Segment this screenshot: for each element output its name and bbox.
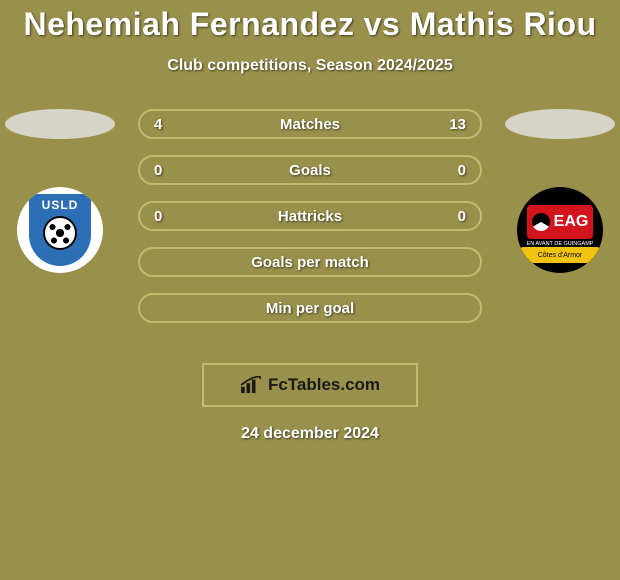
usld-badge-text: USLD — [42, 198, 79, 212]
stat-left-value: 0 — [154, 208, 162, 225]
triskelion-icon — [532, 213, 550, 231]
stat-left-value: 0 — [154, 162, 162, 179]
stat-label: Min per goal — [266, 300, 354, 317]
stat-right-value: 13 — [449, 116, 466, 133]
subtitle: Club competitions, Season 2024/2025 — [0, 57, 620, 75]
stat-bar: 4 Matches 13 — [138, 109, 482, 139]
soccer-ball-icon — [43, 216, 77, 250]
stat-right-value: 0 — [458, 162, 466, 179]
stat-bar: 0 Goals 0 — [138, 155, 482, 185]
eag-acronym: EAG — [554, 213, 589, 231]
stat-bars: 4 Matches 13 0 Goals 0 0 Hattricks 0 Goals per ma… — [138, 109, 482, 323]
right-player-photo — [505, 109, 615, 139]
stat-left-value: 4 — [154, 116, 162, 133]
chart-icon — [240, 376, 262, 394]
stat-label: Matches — [280, 116, 340, 133]
stat-label: Goals per match — [251, 254, 369, 271]
eag-band-text: Côtes d'Armor — [538, 252, 583, 259]
usld-shield-icon: USLD — [29, 194, 91, 266]
date: 24 december 2024 — [0, 425, 620, 443]
eag-badge-icon: EAG EN AVANT DE GUINGAMP Côtes d'Armor — [517, 187, 603, 273]
stat-bar: Min per goal — [138, 293, 482, 323]
stat-label: Goals — [289, 162, 331, 179]
stat-bar: Goals per match — [138, 247, 482, 277]
content-area: USLD EAG EN AVANT DE GUINGAMP Côtes d'Ar… — [0, 109, 620, 339]
left-player-photo — [5, 109, 115, 139]
eag-band: Côtes d'Armor — [520, 247, 600, 263]
right-player-column: EAG EN AVANT DE GUINGAMP Côtes d'Armor — [500, 109, 620, 273]
comparison-infographic: Nehemiah Fernandez vs Mathis Riou Club c… — [0, 0, 620, 580]
left-club-badge: USLD — [17, 187, 103, 273]
left-player-column: USLD — [0, 109, 120, 273]
page-title: Nehemiah Fernandez vs Mathis Riou — [0, 0, 620, 43]
stat-right-value: 0 — [458, 208, 466, 225]
stat-bar: 0 Hattricks 0 — [138, 201, 482, 231]
brand-box: FcTables.com — [202, 363, 418, 407]
right-club-badge: EAG EN AVANT DE GUINGAMP Côtes d'Armor — [517, 187, 603, 273]
brand-text: FcTables.com — [268, 375, 380, 395]
stat-label: Hattricks — [278, 208, 342, 225]
eag-logo-text: EAG — [527, 205, 593, 239]
